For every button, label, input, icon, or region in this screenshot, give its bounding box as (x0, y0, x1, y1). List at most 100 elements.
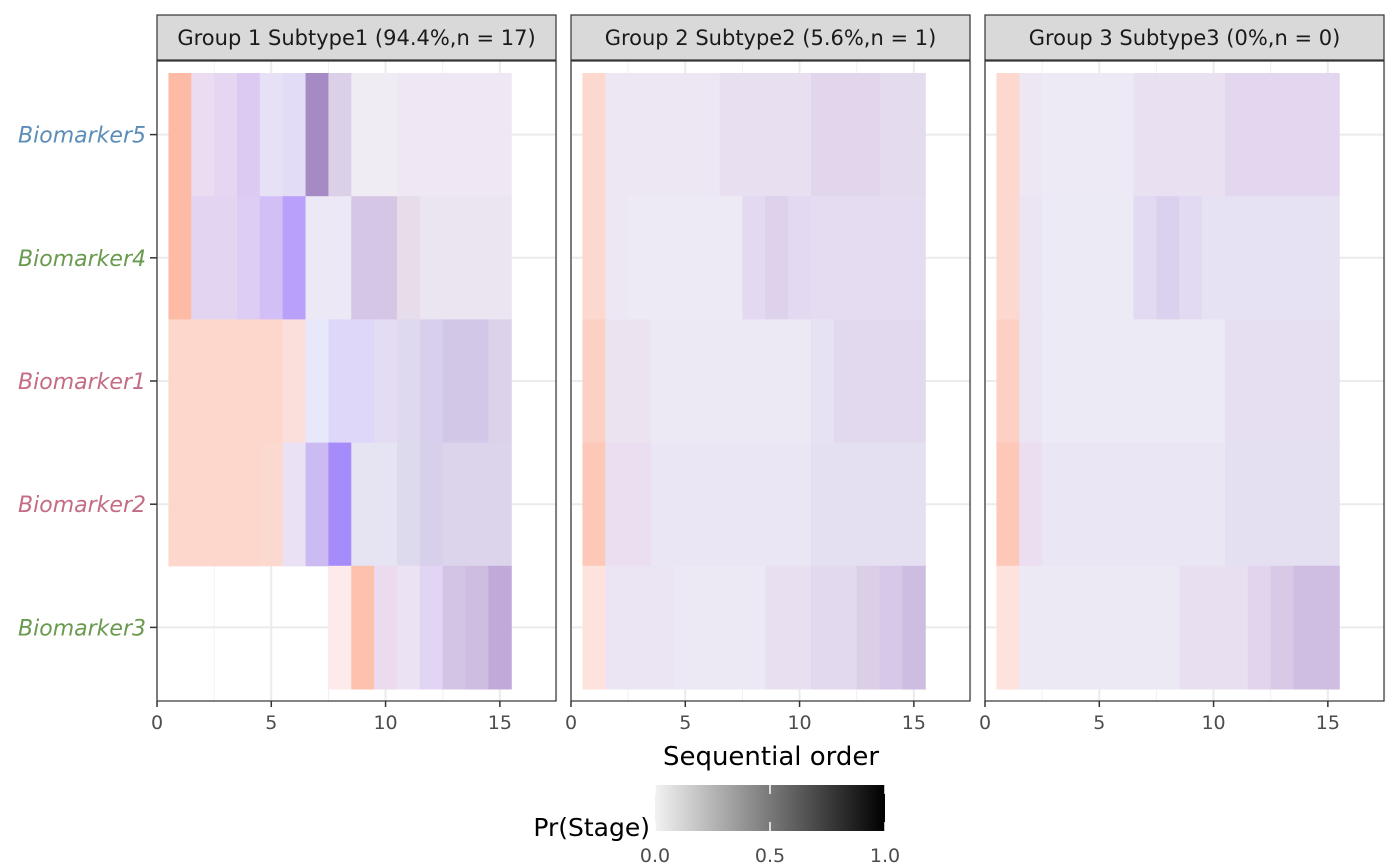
y-tick-label: Biomarker2 (18, 493, 146, 518)
heatmap-cell (1019, 196, 1043, 320)
facet-title: Group 1 Subtype1 (94.4%,n = 17) (177, 26, 535, 50)
heatmap-cell (582, 442, 606, 567)
heatmap-cell (282, 442, 307, 567)
heatmap-cell (465, 565, 489, 690)
heatmap-cell (1247, 565, 1272, 690)
heatmap-cell (1019, 319, 1043, 444)
facet-panel: Group 1 Subtype1 (94.4%,n = 17) 0 5 10 15 (151, 14, 558, 734)
heatmap-cell (1042, 442, 1226, 567)
heatmap-cell (1019, 73, 1043, 197)
heatmap-cell (605, 565, 675, 690)
facet-panel: Group 2 Subtype2 (5.6%,n = 1) 0 5 10 15 (565, 14, 972, 734)
heatmap-cell (396, 319, 421, 444)
heatmap-cell (1019, 442, 1043, 567)
color-legend: Pr(Stage) 0.0 0.5 1.0 (533, 785, 900, 866)
heatmap-cell (488, 319, 512, 444)
heatmap-cell (328, 319, 375, 444)
heatmap-cell (810, 73, 881, 197)
heatmap-cell (996, 442, 1020, 567)
y-tick-label: Biomarker3 (18, 616, 146, 641)
heatmap-cell (1133, 196, 1157, 320)
x-tick-label: 0 (565, 712, 577, 734)
x-tick-label: 10 (787, 712, 811, 734)
heatmap-cell (351, 565, 375, 690)
legend-title: Pr(Stage) (533, 813, 650, 842)
facet-strip (156, 14, 557, 61)
x-tick-label: 10 (1201, 712, 1225, 734)
x-tick-label: 5 (265, 712, 277, 734)
heatmap-cell (996, 73, 1020, 197)
heatmap-cell (582, 196, 606, 320)
heatmap-cell (419, 319, 444, 444)
x-tick-label: 15 (902, 712, 926, 734)
heatmap-cell (1202, 196, 1340, 320)
heatmap-cell (419, 196, 512, 320)
heatmap-cell (259, 73, 284, 197)
heatmap-cell (442, 319, 489, 444)
heatmap-cell (351, 73, 398, 197)
heatmap-cell (628, 196, 743, 320)
x-tick-label: 0 (151, 712, 163, 734)
heatmap-cell (305, 196, 352, 320)
x-axis-title: Sequential order (663, 742, 879, 772)
y-tick-label: Biomarker1 (18, 370, 146, 395)
heatmap-cell (879, 73, 926, 197)
heatmap-cell (419, 565, 444, 690)
facet-strip (570, 14, 971, 61)
heatmap-cell (305, 73, 329, 197)
heatmap-cell (305, 319, 329, 444)
heatmap-cell (719, 73, 812, 197)
heatmap-cell (650, 442, 812, 567)
heatmap-cell (810, 196, 926, 320)
heatmap-cell (582, 73, 606, 197)
heatmap-cell (810, 442, 926, 567)
heatmap-cell (1270, 565, 1295, 690)
x-tick-label: 5 (1093, 712, 1105, 734)
heatmap-cell (1224, 319, 1340, 444)
heatmap-cell (605, 442, 652, 567)
heatmap-cell (374, 319, 398, 444)
heatmap-cell (1293, 565, 1340, 690)
heatmap-cell (650, 319, 812, 444)
facet-title: Group 2 Subtype2 (5.6%,n = 1) (605, 26, 937, 50)
heatmap-cell (856, 565, 881, 690)
heatmap-cell (1156, 196, 1180, 320)
heatmap-cell (396, 196, 421, 320)
heatmap-cell (328, 73, 352, 197)
heatmap-cell (168, 196, 192, 320)
heatmap-cell (259, 442, 284, 567)
heatmap-cell (1224, 442, 1340, 567)
heatmap-cell (1179, 196, 1203, 320)
heatmap-cell (582, 319, 606, 444)
heatmap-cell (236, 73, 261, 197)
y-tick-label: Biomarker5 (18, 124, 146, 149)
legend-tick-label: 0.0 (640, 845, 670, 866)
heatmap-cell (765, 565, 812, 690)
heatmap-cell (191, 73, 215, 197)
heatmap-cell (419, 442, 444, 567)
heatmap-cell (396, 565, 421, 690)
panel-border (570, 60, 971, 702)
x-tick-label: 15 (488, 712, 512, 734)
facet-strip (984, 14, 1385, 61)
heatmap-cell (833, 319, 926, 444)
heatmap-cell (351, 196, 398, 320)
heatmap-cell (1042, 73, 1135, 197)
heatmap-cell (396, 73, 512, 197)
heatmap-cell (902, 565, 926, 690)
heatmap-cell (742, 196, 766, 320)
x-tick-label: 10 (373, 712, 397, 734)
heatmap-cell (282, 319, 307, 444)
heatmap-cell (328, 442, 352, 567)
heatmap-cell (305, 442, 329, 567)
heatmap-cell (168, 73, 192, 197)
heatmap-cell (765, 196, 789, 320)
heatmap-cell (1224, 73, 1340, 197)
heatmap-cell (810, 319, 835, 444)
x-tick-label: 5 (679, 712, 691, 734)
heatmap-cell (996, 196, 1020, 320)
heatmap-cell (488, 565, 512, 690)
heatmap-cell (168, 442, 261, 567)
heatmap-cell (442, 442, 512, 567)
